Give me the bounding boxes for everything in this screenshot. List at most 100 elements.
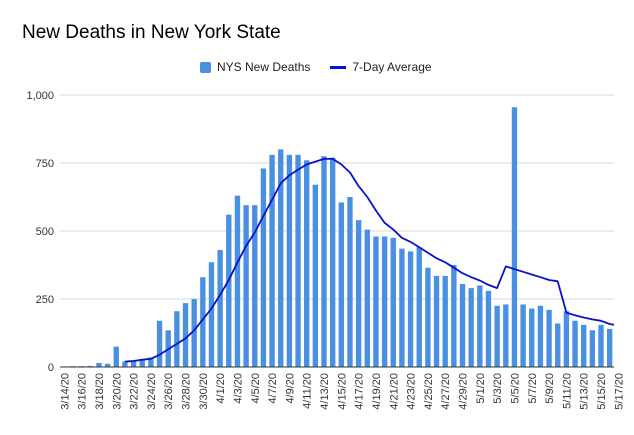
x-tick-label: 5/17/20: [613, 373, 625, 410]
x-tick-label: 4/9/20: [284, 373, 296, 404]
x-tick-label: 4/1/20: [215, 373, 227, 404]
bar: [598, 324, 604, 367]
y-tick-label: 1,000: [26, 90, 54, 102]
x-tick-label: 5/5/20: [509, 373, 521, 404]
bar: [269, 154, 275, 367]
x-tick-label: 4/15/20: [336, 373, 348, 410]
bar: [174, 311, 180, 367]
bar: [425, 267, 431, 367]
bar: [442, 275, 448, 367]
y-tick-label: 750: [36, 158, 54, 170]
bar: [217, 250, 223, 367]
x-tick-label: 4/23/20: [406, 373, 418, 410]
x-tick-label: 5/9/20: [544, 373, 556, 404]
bar: [355, 220, 362, 367]
x-tick-label: 5/7/20: [527, 373, 539, 404]
bar: [122, 361, 128, 367]
x-tick-label: 4/17/20: [354, 373, 366, 410]
x-tick-label: 3/22/20: [129, 373, 141, 410]
x-tick-label: 4/13/20: [319, 373, 331, 410]
bar: [503, 304, 509, 367]
bar: [286, 154, 293, 367]
x-tick-label: 4/3/20: [232, 373, 244, 404]
x-tick-label: 5/15/20: [596, 373, 608, 410]
bar: [113, 346, 119, 367]
bar: [130, 360, 137, 367]
y-tick-label: 250: [36, 294, 54, 306]
bar: [321, 156, 327, 367]
x-tick-label: 4/5/20: [250, 373, 262, 404]
bar: [312, 184, 319, 367]
bar: [546, 309, 552, 367]
y-tick-label: 0: [48, 362, 54, 374]
x-tick-label: 3/18/20: [94, 373, 106, 410]
bar: [468, 288, 474, 367]
chart-legend: NYS New Deaths 7-Day Average: [200, 60, 452, 74]
bar: [373, 236, 379, 367]
bar: [364, 229, 370, 367]
x-tick-label: 5/11/20: [561, 373, 573, 409]
x-tick-label: 3/20/20: [111, 373, 123, 410]
bar: [477, 285, 483, 367]
bar: [485, 290, 492, 367]
x-tick-label: 3/14/20: [59, 373, 71, 410]
x-tick-label: 5/13/20: [579, 373, 591, 410]
x-tick-label: 5/1/20: [475, 373, 487, 404]
legend-swatch-line: [330, 65, 347, 69]
bar: [589, 330, 596, 367]
chart-title: New Deaths in New York State: [22, 22, 281, 43]
x-tick-label: 4/7/20: [267, 373, 279, 404]
bar: [338, 202, 345, 367]
legend-item-bars: NYS New Deaths: [200, 60, 310, 74]
bar: [156, 320, 163, 367]
bar: [260, 168, 267, 367]
bar: [520, 304, 526, 367]
bar: [529, 308, 535, 367]
bar: [252, 205, 258, 367]
bar: [200, 277, 206, 367]
bar: [304, 160, 310, 367]
bar: [459, 284, 466, 367]
legend-item-line: 7-Day Average: [330, 60, 432, 74]
x-tick-label: 3/30/20: [198, 373, 210, 410]
y-tick-label: 500: [36, 226, 54, 238]
legend-swatch-bars: [200, 61, 211, 73]
bar: [139, 360, 145, 367]
bar: [407, 251, 414, 367]
bar: [555, 323, 561, 367]
bar: [416, 247, 422, 367]
x-tick-label: 5/3/20: [492, 373, 504, 404]
bar: [537, 305, 544, 367]
average-line: [124, 158, 615, 363]
bar: [87, 365, 93, 367]
x-tick-label: 3/28/20: [181, 373, 193, 410]
bar: [234, 195, 241, 367]
legend-label-bars: NYS New Deaths: [217, 60, 311, 74]
bar: [148, 357, 154, 367]
bar: [329, 157, 336, 367]
bar: [572, 320, 578, 367]
x-tick-label: 3/26/20: [163, 373, 175, 410]
x-tick-label: 4/19/20: [371, 373, 383, 410]
bar: [399, 248, 405, 367]
bar: [104, 363, 111, 367]
bar: [451, 265, 457, 367]
bar: [390, 237, 396, 367]
bar: [563, 311, 570, 367]
bar: [295, 154, 301, 367]
x-tick-label: 4/27/20: [440, 373, 452, 410]
bar: [347, 197, 353, 367]
x-tick-label: 4/29/20: [458, 373, 470, 410]
bar: [96, 362, 102, 367]
bar: [511, 107, 518, 368]
bar: [182, 303, 189, 367]
bar: [191, 299, 197, 367]
bar: [381, 236, 388, 367]
x-tick-label: 4/11/20: [302, 373, 314, 409]
bar: [226, 214, 232, 367]
bar: [243, 205, 249, 367]
x-tick-label: 3/16/20: [77, 373, 89, 410]
bar: [606, 328, 613, 367]
legend-label-line: 7-Day Average: [352, 60, 432, 74]
